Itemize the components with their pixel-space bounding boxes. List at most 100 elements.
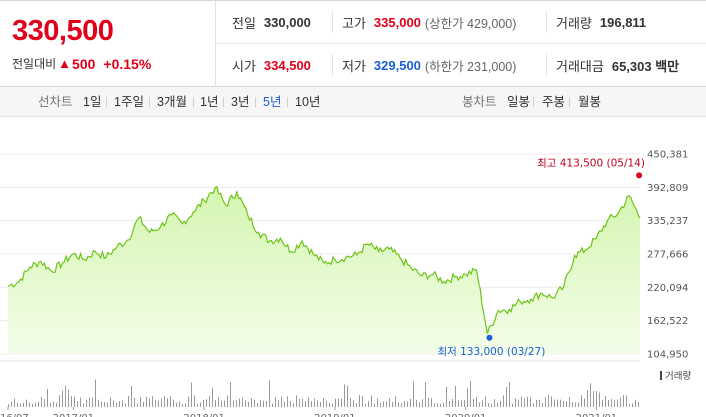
y-tick-label: 104,950 — [647, 350, 688, 361]
volume-bar — [359, 395, 360, 407]
volume-bar — [245, 400, 246, 407]
period-3m[interactable]: 3개월 — [157, 95, 187, 109]
y-axis: 450,381 392,809 335,237 277,666 220,094 162,5… — [647, 150, 688, 361]
y-tick-label: 335,237 — [647, 216, 688, 227]
volume-bar — [437, 403, 438, 407]
y-tick-label: 392,809 — [647, 183, 688, 194]
open-price: 시가 334,500 — [232, 58, 311, 74]
y-tick-label: 277,666 — [647, 249, 688, 260]
volume-bar — [17, 402, 18, 407]
volume-bar — [119, 401, 120, 407]
volume-bar — [500, 400, 501, 407]
volume-bar — [266, 400, 267, 407]
volume-bar — [395, 396, 396, 407]
volume-bar — [422, 399, 423, 407]
current-price: 330,500 — [12, 15, 114, 47]
volume-bar — [587, 389, 588, 407]
y-tick-label: 220,094 — [647, 283, 688, 294]
change-label: 전일대비 — [12, 57, 57, 71]
volume-bar — [74, 396, 75, 407]
volume-bar — [497, 402, 498, 407]
divider — [569, 97, 570, 107]
volume-bar — [332, 403, 333, 407]
price-chart[interactable]: 450,381 392,809 335,237 277,666 220,094 162,5… — [0, 118, 706, 417]
volume-bar — [311, 401, 312, 407]
volume-bar — [353, 400, 354, 407]
line-chart-label: 선차트 — [38, 95, 73, 109]
change-percent: +0.15% — [103, 55, 152, 72]
volume-bar — [62, 390, 63, 407]
divider — [223, 97, 224, 107]
y-tick-label: 162,522 — [647, 316, 688, 327]
volume-bar — [281, 396, 282, 407]
change-value: 500 — [72, 55, 96, 72]
period-1w[interactable]: 1주일 — [114, 95, 144, 109]
volume-bar — [77, 401, 78, 407]
volume-bar — [251, 398, 252, 407]
volume-bar — [287, 396, 288, 407]
volume-bar — [440, 403, 441, 407]
price-chart-svg: 450,381 392,809 335,237 277,666 220,094 162,5… — [0, 150, 691, 417]
divider — [255, 97, 256, 107]
candle-daily[interactable]: 일봉 — [507, 95, 531, 109]
period-10y[interactable]: 10년 — [295, 95, 321, 109]
high-annotation: 최고 413,500 (05/14) — [537, 157, 645, 169]
volume-bar — [530, 397, 531, 407]
volume-bar — [263, 400, 264, 407]
volume-bar — [212, 387, 213, 407]
volume-bar — [518, 399, 519, 407]
volume-bar — [431, 398, 432, 407]
y-tick-label: 450,381 — [647, 150, 688, 161]
volume-bar — [44, 399, 45, 407]
volume-bar — [116, 402, 117, 407]
volume-bar — [443, 402, 444, 407]
volume-bar — [536, 399, 537, 407]
volume-bar — [470, 381, 471, 407]
volume: 거래량 196,811 — [556, 15, 647, 31]
period-3y[interactable]: 3년 — [231, 95, 250, 109]
volume-bar — [569, 397, 570, 407]
volume-bar — [50, 403, 51, 407]
volume-bar — [578, 402, 579, 407]
volume-bar — [467, 387, 468, 407]
volume-bar — [170, 396, 171, 407]
divider — [332, 11, 333, 33]
volume-bar — [11, 401, 12, 407]
price-area — [8, 186, 640, 354]
volume-bar — [95, 379, 96, 407]
volume-bar — [461, 399, 462, 407]
volume-bar — [557, 399, 558, 407]
volume-bar — [596, 391, 597, 407]
volume-bar — [161, 398, 162, 407]
volume-bar — [122, 400, 123, 407]
volume-bar — [593, 391, 594, 407]
volume-bar — [554, 399, 555, 407]
quote-grid: 전일 330,000 고가 335,000 (상한가 429,000) 거래량 … — [216, 1, 706, 87]
period-1y[interactable]: 1년 — [200, 95, 219, 109]
volume-bar — [626, 395, 627, 407]
volume-bar — [305, 401, 306, 407]
low-annotation: 최저 133,000 (03/27) — [437, 346, 545, 358]
volume-bar — [380, 402, 381, 407]
volume-bar — [632, 403, 633, 407]
candle-monthly[interactable]: 월봉 — [578, 95, 602, 109]
volume-bar — [488, 403, 489, 407]
volume-bar — [317, 400, 318, 407]
volume-bar — [635, 399, 636, 407]
volume-bar — [509, 382, 510, 407]
volume-bar — [344, 384, 345, 407]
volume-bar — [14, 398, 15, 407]
volume-bar — [638, 402, 639, 407]
period-5y[interactable]: 5년 — [263, 95, 282, 109]
volume-bar — [389, 398, 390, 407]
volume-bar — [407, 401, 408, 407]
volume-bar — [341, 398, 342, 407]
volume-bar — [131, 385, 132, 407]
divider — [332, 54, 333, 76]
candle-weekly[interactable]: 주봉 — [542, 95, 566, 109]
volume-bar — [362, 395, 363, 407]
period-1d[interactable]: 1일 — [83, 95, 102, 109]
divider — [533, 97, 534, 107]
volume-bar — [605, 395, 606, 407]
volume-bar — [602, 399, 603, 407]
